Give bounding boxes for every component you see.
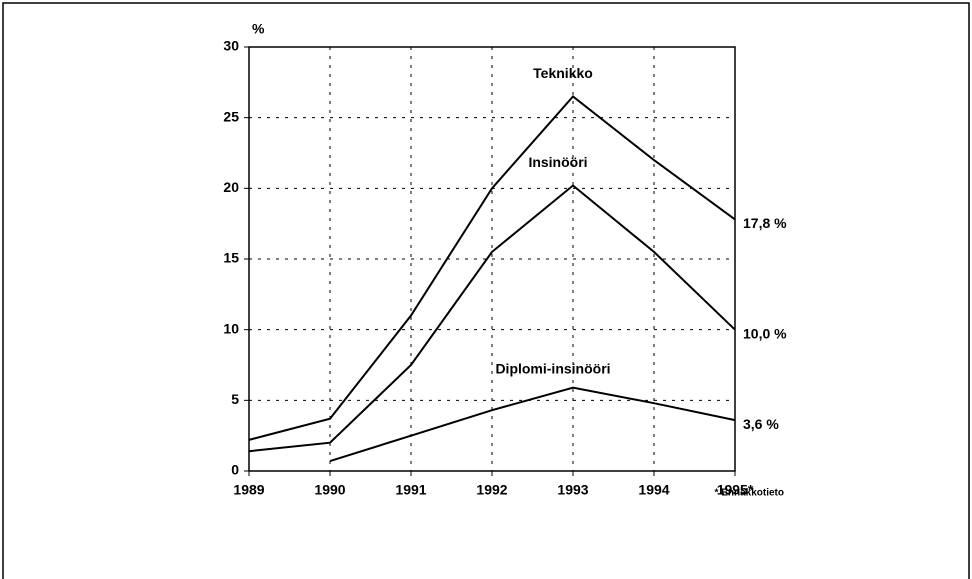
y-tick-label: 30 bbox=[223, 38, 239, 54]
plot-frame bbox=[248, 46, 736, 472]
y-tick-label: 20 bbox=[223, 179, 239, 195]
value-label: 3,6 % bbox=[743, 416, 779, 432]
x-tick-label: 1990 bbox=[314, 482, 345, 498]
line bbox=[248, 184, 736, 453]
x-tick-label: 1994 bbox=[638, 482, 669, 498]
y-unit: % bbox=[252, 21, 265, 37]
series-label: Insinööri bbox=[528, 154, 587, 170]
footnote: * Ennakkotieto bbox=[715, 488, 784, 499]
line bbox=[248, 95, 736, 441]
y-tick-label: 10 bbox=[223, 320, 239, 336]
y-tick-label: 5 bbox=[231, 391, 239, 407]
x-tick-label: 1993 bbox=[557, 482, 588, 498]
x-tick-label: 1995* bbox=[717, 482, 754, 498]
value-label: 17,8 % bbox=[743, 215, 787, 231]
x-tick-label: 1992 bbox=[476, 482, 507, 498]
y-tick-label: 0 bbox=[231, 462, 239, 478]
value-label: 10,0 % bbox=[743, 325, 787, 341]
line bbox=[329, 386, 736, 463]
series-label: Diplomi-insinööri bbox=[495, 360, 610, 376]
y-tick-label: 15 bbox=[223, 250, 239, 266]
series-label: Teknikko bbox=[533, 65, 593, 81]
y-tick-label: 25 bbox=[223, 108, 239, 124]
x-tick-label: 1991 bbox=[395, 482, 426, 498]
x-tick-label: 1989 bbox=[233, 482, 264, 498]
